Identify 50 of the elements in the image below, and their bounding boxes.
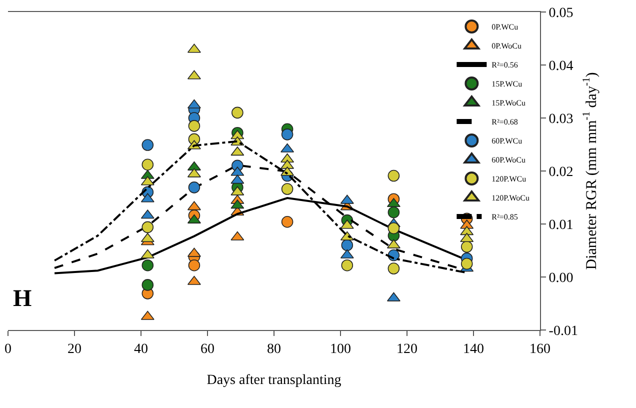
- point: [142, 221, 154, 234]
- point: [142, 279, 154, 291]
- legend-label: 120P.WoCu: [492, 194, 530, 203]
- x-tick-label: 100: [330, 342, 351, 357]
- y-tick-label: -0.01: [548, 324, 578, 339]
- point: [142, 259, 154, 272]
- legend-label: 60P.WCu: [492, 136, 522, 146]
- legend-label: 0P.WoCu: [492, 42, 522, 51]
- x-tick-label: 160: [530, 342, 550, 357]
- y-tick-label: 0.02: [548, 164, 574, 180]
- legend-label: R²=0.68: [492, 118, 518, 127]
- point: [232, 106, 244, 119]
- point: [281, 128, 294, 140]
- legend-label: 15P.WCu: [492, 80, 522, 89]
- x-tick-label: 0: [4, 342, 12, 357]
- legend-label: 0P.WCu: [492, 22, 518, 32]
- y-tick-label: 0.01: [548, 218, 574, 233]
- point: [460, 240, 473, 253]
- point: [388, 206, 400, 218]
- point: [341, 239, 354, 252]
- point: [142, 139, 154, 151]
- point: [460, 258, 473, 270]
- point: [281, 216, 294, 228]
- x-tick-label: 140: [463, 342, 484, 357]
- y-tick-label: 0.03: [548, 112, 574, 127]
- x-axis-title: Days after transplanting: [206, 373, 342, 388]
- x-tick-label: 20: [68, 342, 82, 357]
- x-tick-label: 120: [396, 342, 418, 357]
- legend-label: 60P.WoCu: [492, 156, 526, 165]
- point: [388, 262, 400, 274]
- y-tick-label: 0.04: [548, 58, 574, 74]
- point: [388, 170, 400, 182]
- legend-label: 15P.WoCu: [492, 98, 526, 108]
- legend-label: 120P.WCu: [492, 174, 526, 184]
- y-tick-label: 0.00: [548, 270, 574, 286]
- point: [341, 259, 354, 272]
- point: [188, 182, 200, 194]
- point: [188, 259, 200, 272]
- point: [386, 198, 400, 208]
- x-tick-label: 80: [267, 342, 281, 357]
- point: [281, 183, 294, 195]
- point: [388, 222, 400, 234]
- legend-label: R²=0.85: [492, 212, 518, 222]
- point: [188, 120, 200, 132]
- point: [142, 158, 154, 171]
- y-tick-label: 0.05: [548, 6, 574, 21]
- x-tick-label: 40: [134, 342, 148, 357]
- annotation: H: [13, 286, 32, 312]
- legend-label: R²=0.56: [492, 60, 518, 70]
- x-tick-label: 60: [200, 342, 214, 357]
